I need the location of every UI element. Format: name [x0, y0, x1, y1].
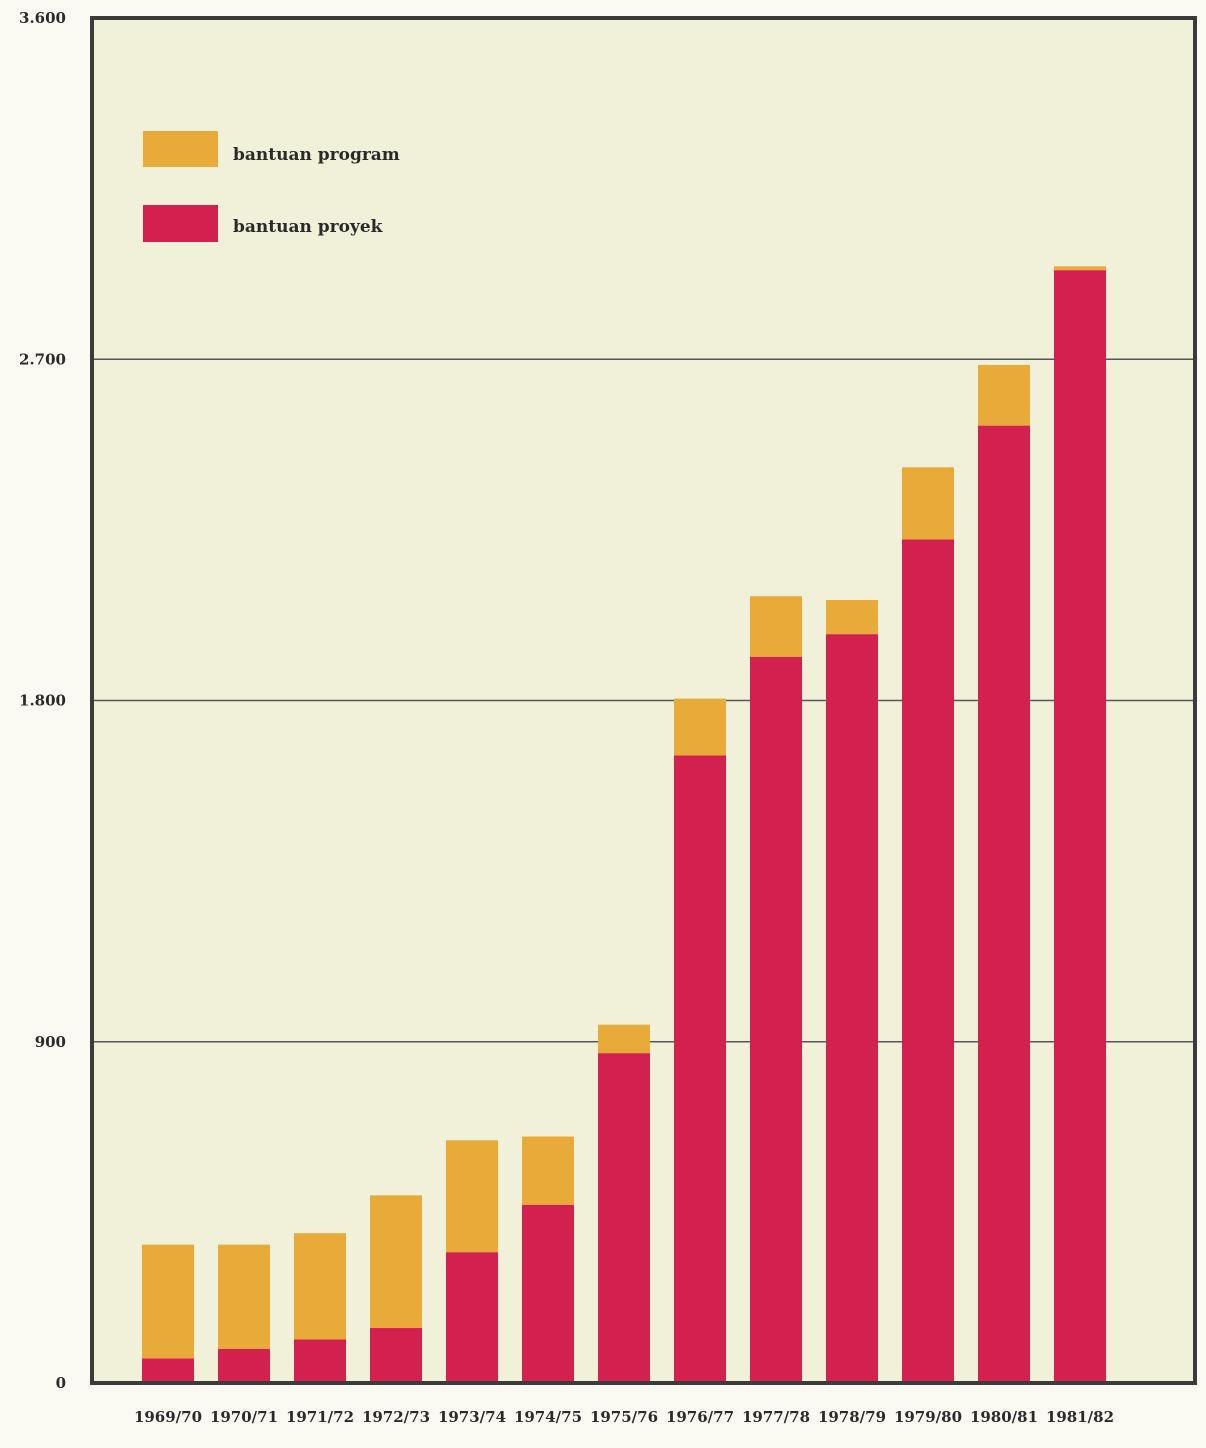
- bar-segment-program: [750, 596, 802, 657]
- bar-segment-proyek: [142, 1358, 194, 1383]
- y-tick-label: 2.700: [19, 350, 66, 368]
- bar-segment-proyek: [826, 634, 878, 1383]
- y-tick-label: 1.800: [19, 692, 66, 710]
- x-tick-label: 1976/77: [666, 1408, 734, 1426]
- x-tick-label: 1973/74: [438, 1408, 506, 1426]
- x-tick-label: 1972/73: [362, 1408, 430, 1426]
- bar-segment-proyek: [902, 539, 954, 1383]
- x-tick-label: 1977/78: [742, 1408, 810, 1426]
- legend: bantuan program bantuan proyek: [143, 131, 400, 242]
- x-tick-label: 1970/71: [210, 1408, 278, 1426]
- plot-frame: [90, 16, 1197, 1385]
- bar-segment-proyek: [294, 1339, 346, 1383]
- y-tick-label: 900: [35, 1033, 66, 1051]
- x-tick-label: 1980/81: [970, 1408, 1038, 1426]
- y-axis-ticks: 0 900 1.800 2.700 3.600: [19, 9, 66, 1392]
- y-tick-label: 0: [56, 1374, 66, 1392]
- legend-swatch-proyek: [143, 205, 218, 242]
- bar-segment-proyek: [446, 1252, 498, 1383]
- bar-segment-program: [370, 1195, 422, 1329]
- bars: [142, 266, 1106, 1384]
- bar-segment-proyek: [750, 656, 802, 1383]
- x-tick-label: 1975/76: [590, 1408, 658, 1426]
- legend-label-proyek: bantuan proyek: [233, 217, 384, 237]
- bar-segment-proyek: [674, 755, 726, 1383]
- legend-swatch-program: [143, 131, 218, 167]
- bar-segment-proyek: [598, 1053, 650, 1383]
- bar-segment-proyek: [1054, 270, 1106, 1383]
- x-tick-label: 1981/82: [1046, 1408, 1114, 1426]
- bar-segment-program: [826, 600, 878, 635]
- bar-segment-program: [142, 1244, 194, 1359]
- bar-segment-program: [1054, 266, 1106, 271]
- bar-segment-proyek: [522, 1204, 574, 1383]
- bar-segment-program: [674, 698, 726, 756]
- x-axis-ticks: 1969/70 1970/71 1971/72 1972/73 1973/74 1974/…: [134, 1408, 1114, 1426]
- bar-segment-program: [522, 1136, 574, 1205]
- bar-segment-program: [218, 1244, 270, 1349]
- bar-segment-proyek: [978, 425, 1030, 1384]
- x-tick-label: 1979/80: [894, 1408, 962, 1426]
- x-tick-label: 1974/75: [514, 1408, 582, 1426]
- bar-segment-proyek: [370, 1328, 422, 1383]
- x-tick-label: 1978/79: [818, 1408, 886, 1426]
- x-tick-label: 1971/72: [286, 1408, 354, 1426]
- x-tick-label: 1969/70: [134, 1408, 202, 1426]
- bar-segment-proyek: [218, 1348, 270, 1383]
- y-tick-label: 3.600: [19, 9, 66, 27]
- legend-label-program: bantuan program: [233, 145, 400, 165]
- bar-segment-program: [902, 467, 954, 540]
- bar-segment-program: [598, 1024, 650, 1054]
- bar-segment-program: [294, 1233, 346, 1340]
- bar-segment-program: [446, 1140, 498, 1253]
- bar-segment-program: [978, 364, 1030, 426]
